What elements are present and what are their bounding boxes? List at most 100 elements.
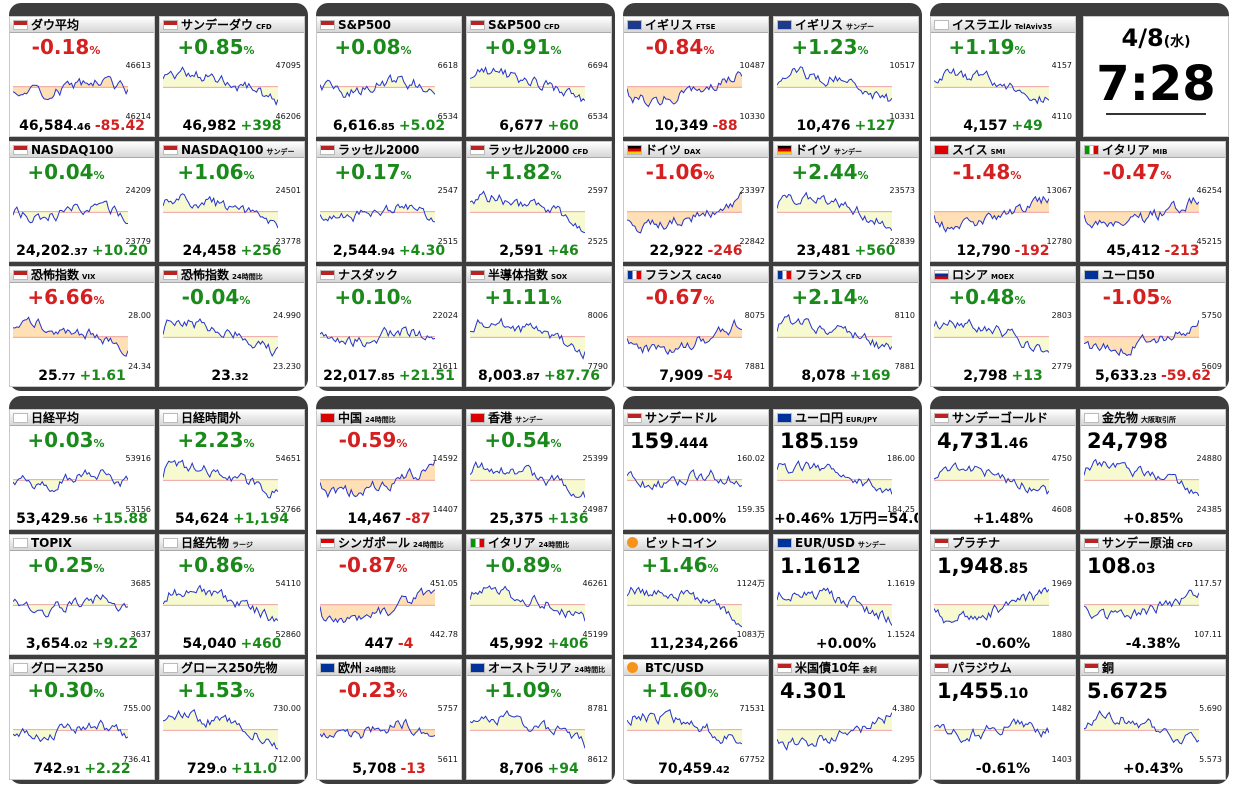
card-footer: 12,790 -192 [931,241,1075,261]
chart-high: 54651 [275,454,301,463]
card-nikkei[interactable]: 日経平均 +0.03% 53916 53156 53,429.56 +15.88 [9,409,155,530]
card-nasdaq[interactable]: ナスダック +0.10% 22024 21611 22,017.85 +21.51 [316,266,462,387]
card-footer: 23.32 [160,366,304,386]
chart-area [627,320,742,355]
card-russell2000-cfd[interactable]: ラッセル2000 CFD +1.82% 2597 2525 2,591 +46 [466,141,612,262]
card-de-sunday[interactable]: ドイツ サンデー +2.44% 23573 22839 23,481 +560 [773,141,919,262]
card-price: 8,706 [499,761,544,777]
card-israel[interactable]: イスラエル TelAviv35 +1.19% 4157 4110 4,157 +49 [930,16,1076,137]
card-platinum[interactable]: プラチナ 1,948.85 1969 1880 -0.60% [930,534,1076,655]
jp-flag-icon [13,663,28,673]
card-nikkei-futures[interactable]: 日経先物 ラージ +0.86% 54110 52860 54,040 +460 [159,534,305,655]
chart-area [13,720,128,742]
card-dax[interactable]: ドイツ DAX -1.06% 23397 22842 22,922 -246 [623,141,769,262]
card-ftse[interactable]: イギリス FTSE -0.84% 10487 10330 10,349 -88 [623,16,769,137]
card-footer: 25.77 +1.61 [10,366,154,386]
eu-flag-icon [777,538,792,548]
card-china[interactable]: 中国 24時間比 -0.59% 14592 14407 14,467 -87 [316,409,462,530]
card-subtitle: CFD [543,23,560,31]
card-uk-sunday[interactable]: イギリス サンデー +1.23% 10517 10331 10,476 +127 [773,16,919,137]
chart-high: 24501 [275,186,301,195]
chart-line [320,326,435,348]
chart-high: 451.05 [430,579,458,588]
us-flag-icon [627,413,642,423]
card-footer: 2,544.94 +4.30 [317,241,461,261]
card-gold-futures[interactable]: 金先物 大阪取引所 24,798 24880 24385 +0.85% [1080,409,1226,530]
chart-low: 4608 [1051,505,1072,514]
card-sox[interactable]: 半導体指数 SOX +1.11% 8006 7790 8,003.87 +87.76 [466,266,612,387]
card-title: イタリア [1102,143,1150,157]
card-sunday-dollar[interactable]: サンデードル 159.444 160.02 159.35 +0.00% [623,409,769,530]
card-delta: +4.30 [398,243,446,259]
card-price: 23,481 [796,243,851,259]
card-price: 23 [211,368,231,384]
card-price: 25 [38,368,58,384]
chart-line [777,313,892,351]
card-footer: 3,654.02 +9.22 [10,634,154,654]
chart-low: 23778 [275,237,301,246]
card-title: ビットコイン [645,536,718,550]
card-hk-sunday[interactable]: 香港 サンデー +0.54% 25399 24987 25,375 +136 [466,409,612,530]
card-italy-24h[interactable]: イタリア 24時間比 +0.89% 46261 45199 45,992 +406 [466,534,612,655]
card-vix[interactable]: 恐怖指数 VIX +6.66% 28.00 24.34 25.77 +1.61 [9,266,155,387]
card-sp500[interactable]: S&P500 +0.08% 6618 6534 6,616.85 +5.02 [316,16,462,137]
card-price: 46,982 [182,118,237,134]
card-delta: -13 [400,761,426,777]
card-nasdaq100-sunday[interactable]: NASDAQ100 サンデー +1.06% 24501 23778 24,458 +25… [159,141,305,262]
card-copper[interactable]: 銅 5.6725 5.690 5.573 +0.43% [1080,659,1226,780]
card-sunday-gold[interactable]: サンデーゴールド 4,731.46 4750 4608 +1.48% [930,409,1076,530]
card-europe[interactable]: 欧州 24時間比 -0.23% 5757 5611 5,708 -13 [316,659,462,780]
card-price-decimals: .77 [57,372,76,383]
intraday-chart [777,66,892,102]
card-price: 1,948.85 [937,554,1029,578]
card-sunday-oil[interactable]: サンデー原油 CFD 108.03 117.57 107.11 -4.38% [1080,534,1226,655]
card-dow[interactable]: ダウ平均 -0.18% 46613 46214 46,584.46 -85.42 [9,16,155,137]
card-cac40[interactable]: フランス CAC40 -0.67% 8075 7881 7,909 -54 [623,266,769,387]
card-price: 3,654 [25,636,71,652]
card-header: ナスダック [317,267,461,283]
chart-area [163,585,278,622]
card-eurusd[interactable]: EUR/USD サンデー 1.1612 1.1619 1.1524 +0.00% [773,534,919,655]
card-sp500-cfd[interactable]: S&P500 CFD +0.91% 6694 6534 6,677 +60 [466,16,612,137]
card-sunday-dow[interactable]: サンデーダウ CFD +0.85% 47095 46206 46,982 +398 [159,16,305,137]
card-change-percent: +2.23% [177,428,255,452]
card-fr-cfd[interactable]: フランス CFD +2.14% 8110 7881 8,078 +169 [773,266,919,387]
card-delta: -59.62 [1160,368,1212,384]
card-us10y[interactable]: 米国債10年 金利 4.301 4.380 4.295 -0.92% [773,659,919,780]
card-russell2000[interactable]: ラッセル2000 +0.17% 2547 2515 2,544.94 +4.30 [316,141,462,262]
card-change-percent: -1.06% [645,160,715,184]
card-btcusd[interactable]: BTC/USD +1.60% 71531 67752 70,459.42 [623,659,769,780]
card-nasdaq100[interactable]: NASDAQ100 +0.04% 24209 23779 24,202.37 +10.… [9,141,155,262]
card-euro-yen[interactable]: ユーロ円 EUR/JPY 185.159 186.00 184.25 +0.46% 1… [773,409,919,530]
card-change-percent: -0.87% [338,553,408,577]
card-price: 5,708 [352,761,397,777]
chart-high: 24880 [1196,454,1222,463]
intraday-chart [320,587,435,624]
card-mib[interactable]: イタリア MIB -0.47% 46254 45215 45,412 -213 [1080,141,1226,262]
chart-high: 2597 [587,186,608,195]
card-palladium[interactable]: パラジウム 1,455.10 1482 1403 -0.61% [930,659,1076,780]
sg-flag-icon [320,538,335,548]
btc-flag-icon [627,662,638,673]
card-vix-24h[interactable]: 恐怖指数 24時間比 -0.04% 24.990 23.230 23.32 [159,266,305,387]
chart-high: 10517 [889,61,915,70]
card-growth250[interactable]: グロース250 +0.30% 755.00 736.41 742.91 +2.22 [9,659,155,780]
chart-area [627,193,742,233]
chart-line [934,195,1049,233]
card-topix[interactable]: TOPIX +0.25% 3685 3637 3,654.02 +9.22 [9,534,155,655]
card-euro50[interactable]: ユーロ50 -1.05% 5750 5609 5,633.23 -59.62 [1080,266,1226,387]
intraday-chart [13,75,128,101]
card-header: 日経平均 [10,410,154,426]
card-bitcoin[interactable]: ビットコイン +1.46% 1124万 1083万 11,234,266 [623,534,769,655]
card-nikkei-after[interactable]: 日経時間外 +2.23% 54651 52766 54,624 +1,194 [159,409,305,530]
chart-line [320,718,435,740]
card-australia[interactable]: オーストラリア 24時間比 +1.09% 8781 8612 8,706 +94 [466,659,612,780]
card-singapore[interactable]: シンガポール 24時間比 -0.87% 451.05 442.78 447 -4 [316,534,462,655]
card-delta: +398 [240,118,282,134]
card-price: 45,992 [489,636,544,652]
card-moex[interactable]: ロシア MOEX +0.48% 2803 2779 2,798 +13 [930,266,1076,387]
card-smi[interactable]: スイス SMI -1.48% 13067 12780 12,790 -192 [930,141,1076,262]
chart-high: 160.02 [737,454,765,463]
card-growth250-futures[interactable]: グロース250先物 +1.53% 730.00 712.00 729.0 +11.0 [159,659,305,780]
chart-low: 24.34 [128,362,151,371]
